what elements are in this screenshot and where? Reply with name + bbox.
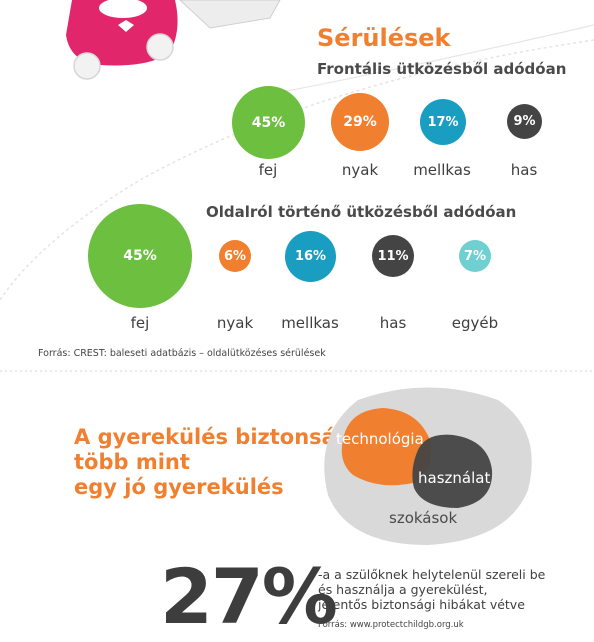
stat-value: 27%	[160, 552, 338, 641]
venn-usage-label: használat	[418, 469, 491, 487]
side-neck-circle: 6%	[219, 240, 251, 272]
headline-line-2: több mint	[74, 450, 190, 474]
stat-line-1: -a a szülőknek helytelenül szereli be	[318, 567, 546, 582]
frontal-chest-value: 17%	[427, 114, 459, 130]
frontal-neck-value: 29%	[343, 114, 377, 130]
frontal-head-circle: 45%	[232, 86, 305, 159]
side-other-circle: 7%	[459, 240, 491, 272]
venn-habits-label: szokások	[389, 509, 458, 527]
car-window	[99, 0, 147, 18]
side-other-value: 7%	[463, 248, 487, 264]
section-title: Sérülések	[317, 24, 451, 52]
dotted-road-line	[0, 39, 594, 301]
dotted-divider	[0, 370, 594, 372]
frontal-chest-circle: 17%	[420, 99, 466, 145]
frontal-abdomen-label: has	[510, 161, 538, 179]
venn-technology-label: technológia	[336, 430, 424, 448]
side-head-label: fej	[130, 314, 150, 332]
headline-line-3: egy jó gyerekülés	[74, 475, 284, 499]
heart-icon	[118, 20, 134, 32]
car-wheel-left	[73, 52, 101, 80]
venn-orange-shape	[341, 408, 432, 486]
side-abdomen-value: 11%	[377, 248, 409, 264]
stat-line-3: jelentős biztonsági hibákat vétve	[318, 597, 525, 612]
stat-source: Forrás: www.protectchildgb.org.uk	[318, 620, 464, 630]
frontal-chest-label: mellkas	[413, 161, 471, 179]
side-neck-value: 6%	[223, 248, 247, 264]
car-wheel-right	[146, 33, 174, 61]
venn-dark-shape	[412, 434, 493, 508]
car-illustration	[66, 0, 281, 80]
side-head-circle: 45%	[88, 204, 192, 308]
frontal-head-value: 45%	[251, 114, 286, 131]
frontal-abdomen-value: 9%	[513, 114, 536, 129]
side-other-label: egyéb	[451, 314, 499, 332]
frontal-abdomen-circle: 9%	[507, 104, 542, 139]
side-abdomen-label: has	[379, 314, 407, 332]
side-chest-label: mellkas	[281, 314, 339, 332]
source-note: Forrás: CREST: baleseti adatbázis – olda…	[38, 348, 326, 359]
side-chest-circle: 16%	[285, 231, 336, 282]
headline: A gyerekülés biztonság több mint egy jó …	[74, 425, 351, 500]
frontal-head-label: fej	[258, 161, 278, 179]
frontal-subtitle: Frontális ütközésből adódóan	[317, 60, 567, 78]
side-abdomen-circle: 11%	[372, 235, 414, 277]
stat-description: -a a szülőknek helytelenül szereli be és…	[318, 567, 545, 612]
side-chest-value: 16%	[294, 249, 327, 264]
side-neck-label: nyak	[216, 314, 254, 332]
headline-line-1: A gyerekülés biztonság	[74, 425, 351, 449]
frontal-neck-circle: 29%	[331, 93, 389, 151]
side-subtitle: Oldalról történő ütközésből adódóan	[206, 203, 517, 221]
venn-diagram	[324, 387, 532, 545]
frontal-neck-label: nyak	[341, 161, 379, 179]
stat-line-2: és használja a gyerekülést,	[318, 582, 488, 597]
side-head-value: 45%	[123, 248, 157, 264]
